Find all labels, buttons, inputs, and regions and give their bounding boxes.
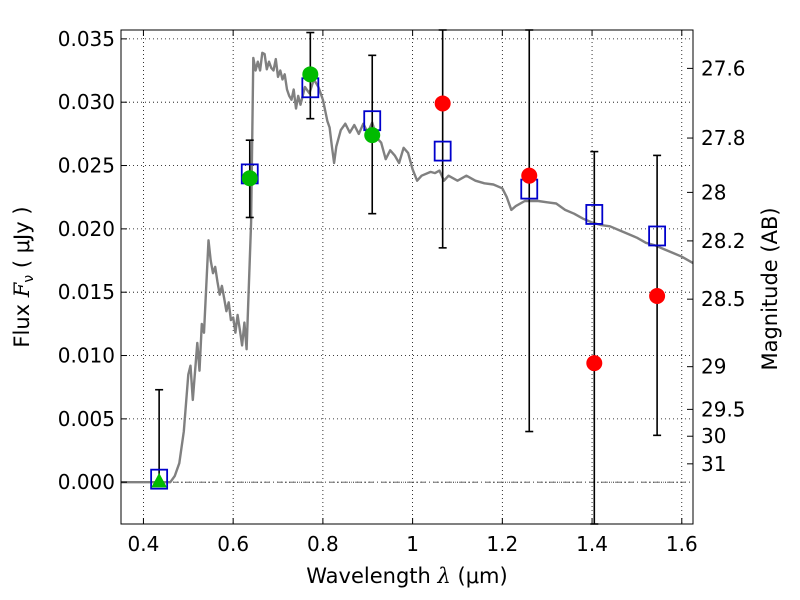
x-tick-label: 0.8 [307,532,339,556]
x-tick-label: 1 [406,532,419,556]
y-tick-label: 0.015 [58,280,115,304]
y2-tick-label: 30 [701,424,726,448]
x-tick-label: 0.6 [217,532,249,556]
y2-tick-label: 29.5 [701,397,746,421]
observed-flux-point [586,355,603,372]
detected-flux-point [241,170,258,187]
triangle-marker [151,472,167,488]
model-photometry-square [585,204,604,225]
y-tick-label: 0.010 [58,344,115,368]
grid-lines [121,30,693,524]
y2-tick-label: 28.2 [701,229,746,253]
secondary-y-axis-label: Magnitude (AB) [758,207,782,370]
plot-frame [120,29,694,525]
y2-tick-label: 27.8 [701,126,746,150]
y2-tick-label: 28.5 [701,287,746,311]
y-tick-label: 0.025 [58,154,115,178]
y2-tick-label: 31 [701,452,726,476]
y-tick-label: 0.030 [58,90,115,114]
y2-tick-label: 29 [701,355,726,379]
y-tick-label: 0.020 [58,217,115,241]
detected-flux-point [364,127,381,144]
observed-flux-point [521,167,538,184]
observed-flux-point [649,288,666,304]
x-axis-label: Wavelength λ (μm) [306,564,507,588]
model-photometry-square [648,225,667,247]
x-tick-label: 1.6 [666,532,698,556]
axis-ticks: 0.4 0.6 0.8 1 1.2 1.4 1.6 0.000 0.005 0.010 0.015 0… [58,27,746,556]
y-tick-label: 0.035 [58,27,115,51]
x-tick-label: 0.4 [128,532,160,556]
x-tick-label: 1.4 [576,532,608,556]
y2-tick-label: 27.6 [701,56,746,80]
series-layer [121,29,694,525]
model-photometry-square [433,140,452,162]
y-axis-label: Flux Fν ( μJy ) [10,206,37,347]
y-tick-label: 0.005 [58,407,115,431]
y2-tick-label: 28 [701,180,726,204]
observed-flux-point [434,95,451,112]
model-spectrum-line [121,51,694,484]
model-photometry-square [150,468,169,490]
detected-flux-point [302,66,319,83]
x-tick-label: 1.2 [486,532,518,556]
y-tick-label: 0.000 [58,470,115,494]
